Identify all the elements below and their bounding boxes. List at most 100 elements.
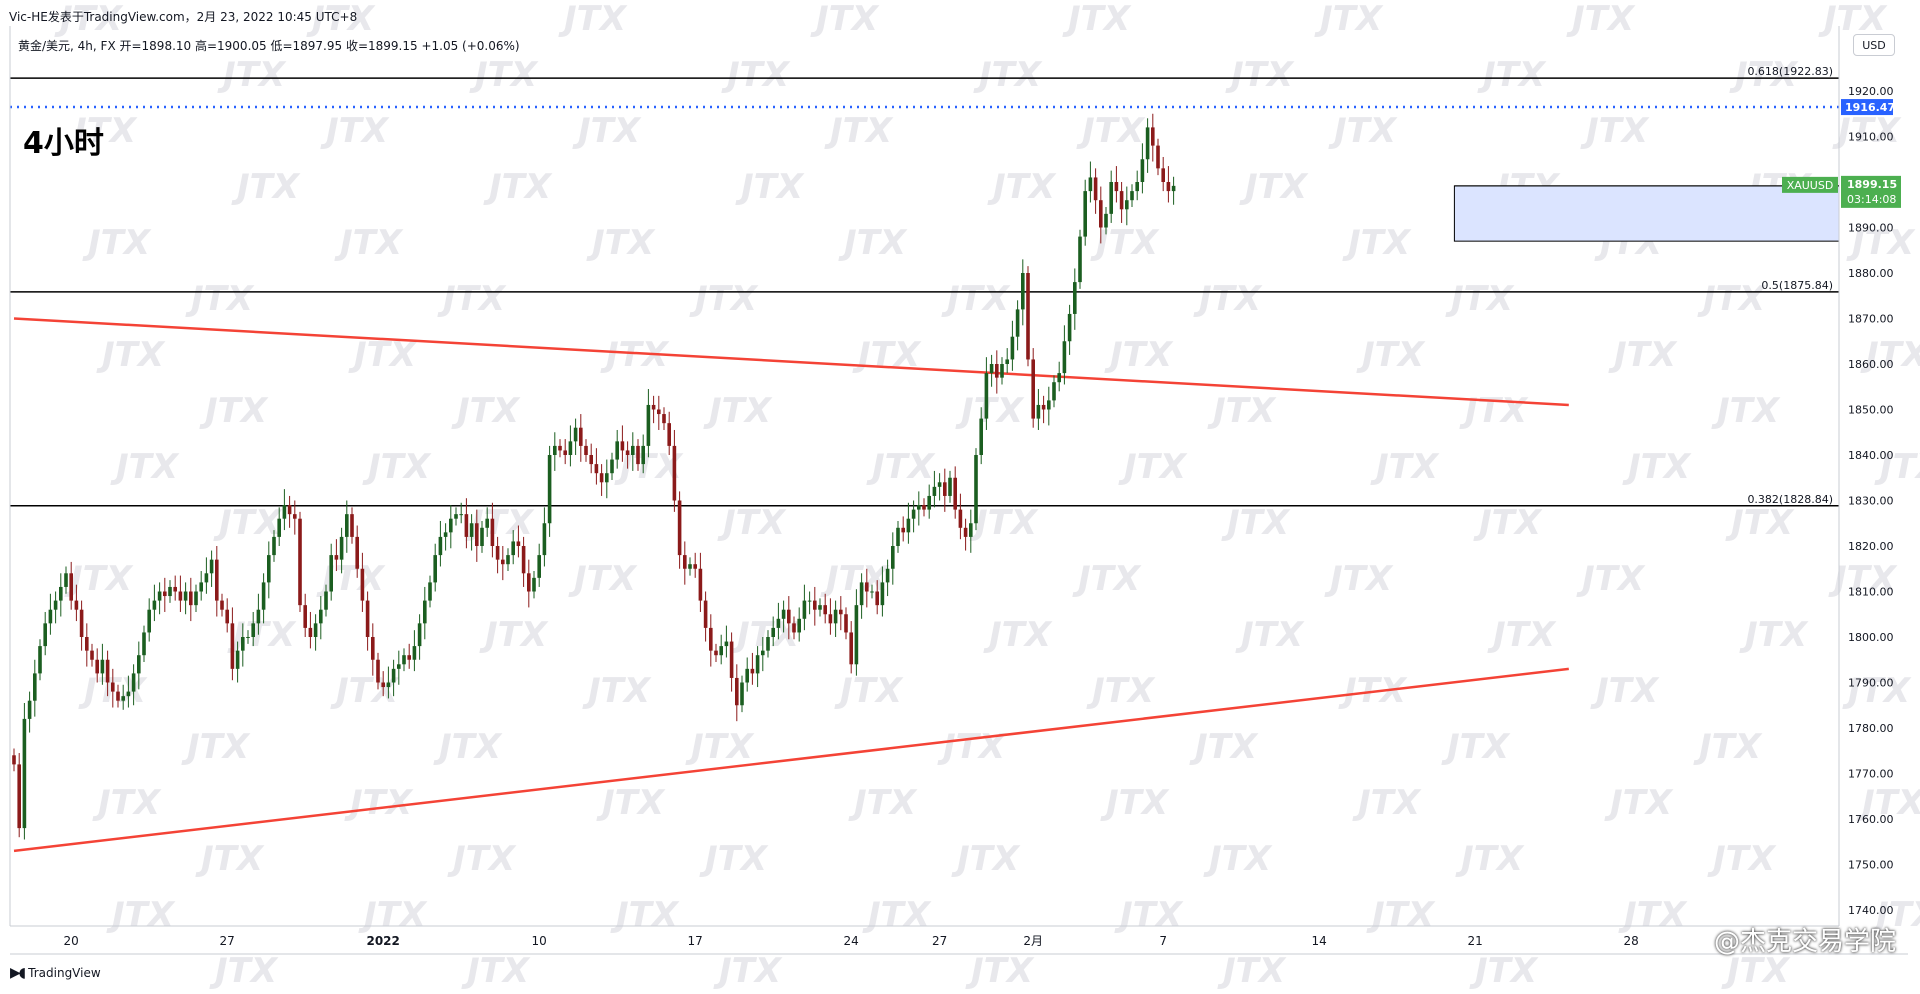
candle-body [542, 523, 547, 556]
candle-body [1119, 191, 1124, 210]
watermark-text: JTX [306, 0, 376, 39]
candles-layer [12, 113, 1176, 840]
watermark-text: JTX [1104, 335, 1174, 375]
candle-body [636, 445, 640, 465]
candle-body [90, 650, 94, 660]
candle-body [215, 559, 219, 601]
watermark-text: JTX [1100, 783, 1170, 823]
watermark-text: JTX [586, 223, 656, 263]
candle-body [547, 455, 552, 524]
candle-body [828, 614, 833, 624]
fib-level-label: 0.5(1875.84) [1761, 279, 1833, 292]
candle-body [813, 600, 817, 610]
tradingview-brand[interactable]: ▶◖ TradingView [10, 965, 101, 981]
watermark-text: JTX [610, 895, 680, 935]
watermark-text: JTX [1874, 447, 1920, 487]
candle-body [490, 518, 495, 546]
watermark-text: JTX [1217, 951, 1287, 991]
candle-body [251, 623, 255, 637]
candle-body [693, 564, 697, 569]
candle-body [199, 582, 203, 592]
candle-body [506, 555, 510, 565]
watermark-text: JTX [558, 0, 628, 39]
x-tick-label: 10 [532, 934, 547, 948]
last-price-tag [1841, 175, 1901, 208]
watermark-text: JTX [320, 111, 390, 151]
currency-selector[interactable]: USD [1853, 34, 1895, 56]
candle-body [345, 514, 349, 537]
candle-body [85, 637, 89, 651]
candle-body [402, 655, 406, 665]
candle-body [1130, 191, 1134, 201]
watermark-text: JTX [1062, 0, 1132, 39]
candle-body [79, 609, 84, 637]
candle-body [423, 600, 427, 624]
candle-body [417, 623, 422, 647]
candle-body [100, 659, 105, 674]
candle-body [350, 514, 354, 537]
candle-body [787, 609, 791, 624]
y-tick-label: 1810.00 [1848, 586, 1894, 599]
watermark-text: JTX [433, 727, 503, 767]
watermark-text: JTX [1707, 839, 1777, 879]
candle-body [641, 445, 645, 465]
watermark-text: JTX [344, 783, 414, 823]
x-tick-label: 24 [844, 934, 859, 948]
watermark-text: JTX [217, 55, 287, 95]
y-tick-label: 1860.00 [1848, 358, 1894, 371]
y-tick-label: 1920.00 [1848, 85, 1894, 98]
candle-body [33, 673, 37, 701]
watermark-text: JTX [195, 839, 265, 879]
candle-body [703, 600, 708, 628]
candle-body [204, 573, 209, 583]
y-tick-label: 1890.00 [1848, 222, 1894, 235]
watermark-text: JTX [437, 279, 507, 319]
dotted-level-tag [1841, 99, 1893, 116]
watermark-text: JTX [810, 0, 880, 39]
candle-body [1026, 273, 1030, 360]
candle-body [1166, 182, 1171, 192]
candle-body [303, 605, 307, 628]
candle-body [334, 555, 339, 560]
watermark-text: JTX [834, 671, 904, 711]
candle-body [521, 546, 526, 574]
candle-body [807, 600, 812, 602]
candle-body [859, 582, 864, 606]
candle-body [1099, 200, 1103, 228]
candle-body [735, 677, 739, 706]
watermark-text: JTX [614, 447, 684, 487]
candle-body [880, 582, 885, 606]
y-tick-label: 1740.00 [1848, 904, 1894, 917]
candle-body [189, 591, 193, 606]
y-tick-label: 1770.00 [1848, 768, 1894, 781]
x-tick-label: 17 [688, 934, 703, 948]
candle-body [953, 477, 957, 510]
candle-body [256, 609, 261, 624]
watermark-text: JTX [82, 223, 152, 263]
y-tick-label: 1910.00 [1848, 131, 1894, 144]
candle-body [839, 609, 843, 615]
candle-body [932, 486, 937, 496]
watermark-text: JTX [1352, 783, 1422, 823]
candle-body [209, 559, 214, 574]
candle-body [896, 527, 900, 546]
watermark-text: JTX [1207, 391, 1277, 431]
candle-body [64, 573, 68, 587]
candle-body [1073, 282, 1077, 314]
watermark-text: JTX [451, 391, 521, 431]
watermark-text: JTX [461, 951, 531, 991]
trendline-upper [13, 317, 1569, 407]
candle-body [766, 637, 770, 651]
candle-body [989, 364, 994, 374]
candle-body [1151, 127, 1155, 146]
watermark-text: JTX [1342, 223, 1412, 263]
publish-attribution: Vic-HE发表于TradingView.com，2月 23, 2022 10:… [9, 10, 358, 24]
candle-body [495, 546, 500, 560]
candle-body [469, 523, 474, 537]
watermark-text: JTX [469, 55, 539, 95]
candle-body [1047, 400, 1051, 410]
candle-body [662, 414, 666, 424]
watermark-text: JTX [64, 559, 134, 599]
candle-body [69, 573, 73, 601]
